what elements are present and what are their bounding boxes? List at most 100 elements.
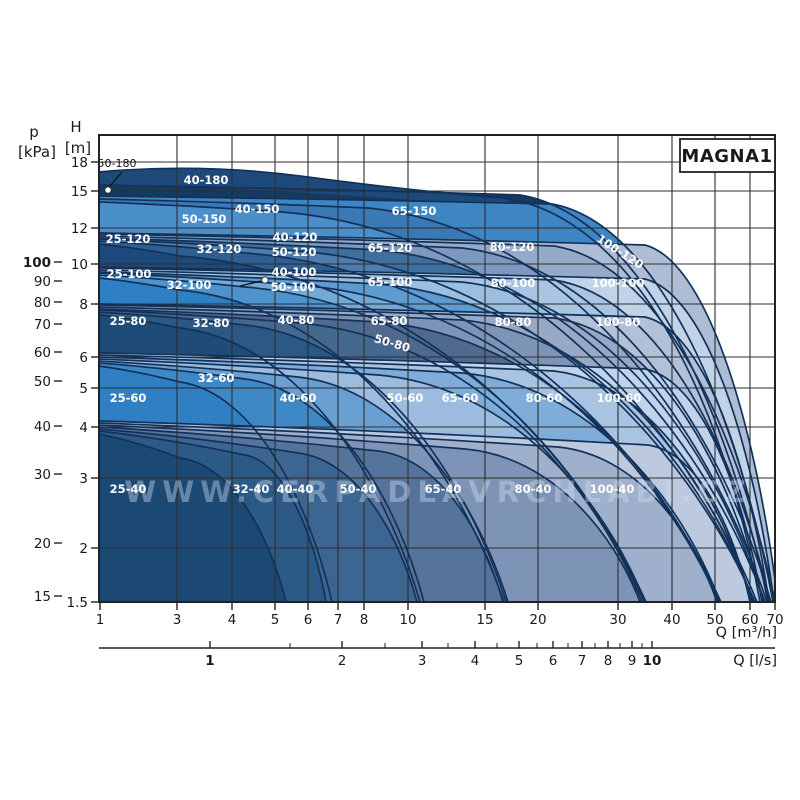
ls-axis-tick-label: 3 xyxy=(418,653,427,669)
region-label-40-80: 40-80 xyxy=(278,313,315,327)
callout-dot xyxy=(104,186,112,194)
region-label-40-150: 40-150 xyxy=(235,202,280,216)
pump-curve-65-60 xyxy=(100,356,721,601)
kpa-axis-tick-label: 80 xyxy=(34,295,51,311)
region-label-50-60: 50-60 xyxy=(387,391,424,405)
ls-axis-tick-label: 5 xyxy=(515,653,524,669)
flow-axis-unit-ls: Q [l/s] xyxy=(733,653,777,669)
kpa-axis-tick-label: 15 xyxy=(34,589,51,605)
region-label-25-80: 25-80 xyxy=(110,314,147,328)
pump-curve-25-60 xyxy=(100,365,333,601)
region-label-25-40: 25-40 xyxy=(110,482,147,496)
region-label-80-80: 80-80 xyxy=(495,315,532,329)
region-label-100-100: 100-100 xyxy=(592,276,645,290)
m3h-axis-tick-label: 70 xyxy=(766,612,783,628)
pump-curves-layer xyxy=(100,167,774,601)
pump-curve-40-80 xyxy=(100,309,643,601)
pump-curve-50-180 xyxy=(100,184,769,601)
region-25-40 xyxy=(100,434,286,601)
region-label-40-180: 40-180 xyxy=(184,173,229,187)
pump-curve-50-100 xyxy=(100,271,755,601)
ls-axis-tick-label: 4 xyxy=(471,653,480,669)
m3h-axis-tick-label: 8 xyxy=(360,612,369,628)
pump-curve-50-150 xyxy=(100,198,768,601)
h-axis-tick-label: 1.5 xyxy=(67,595,88,611)
kpa-axis-tick-label: 30 xyxy=(34,467,51,483)
m3h-axis-tick-label: 20 xyxy=(529,612,546,628)
pump-curve-80-120 xyxy=(100,233,774,601)
region-label-100-80: 100-80 xyxy=(596,315,641,329)
m3h-axis-tick-label: 1 xyxy=(96,612,105,628)
callout-line xyxy=(108,171,123,188)
region-label-25-100: 25-100 xyxy=(107,267,152,281)
pump-curve-50-40 xyxy=(100,426,504,601)
title-box: MAGNA1 xyxy=(679,138,776,173)
m3h-axis-tick-label: 50 xyxy=(706,612,723,628)
region-label-80-60: 80-60 xyxy=(526,391,563,405)
region-label-65-100: 65-100 xyxy=(368,275,413,289)
m3h-axis-tick-label: 6 xyxy=(304,612,313,628)
m3h-axis-tick-label: 7 xyxy=(334,612,343,628)
ls-axis-tick-label: 9 xyxy=(628,653,637,669)
pump-curve-65-80 xyxy=(100,306,754,601)
pressure-axis-unit: [kPa] xyxy=(18,143,56,161)
region-label-40-60: 40-60 xyxy=(280,391,317,405)
region-label-80-40: 80-40 xyxy=(515,482,552,496)
ls-axis-tick-label: 6 xyxy=(549,653,558,669)
h-axis-tick-label: 2 xyxy=(79,541,88,557)
title-box-frame xyxy=(679,138,776,173)
flow-axis-unit-m3h: Q [m³/h] xyxy=(716,625,777,641)
pump-curve-100-40 xyxy=(100,420,751,601)
region-label-65-60: 65-60 xyxy=(442,391,479,405)
pump-curve-65-100 xyxy=(100,269,765,601)
h-axis-tick-label: 3 xyxy=(79,471,88,487)
region-label-100-40: 100-40 xyxy=(590,482,635,496)
pump-curve-80-40 xyxy=(100,422,718,601)
pump-curve-50-120 xyxy=(100,237,766,601)
h-axis-tick-label: 15 xyxy=(71,184,88,200)
callout-line xyxy=(239,280,262,287)
pump-curve-32-60 xyxy=(100,362,425,601)
region-label-65-40: 65-40 xyxy=(425,482,462,496)
region-label-50-40: 50-40 xyxy=(340,482,377,496)
pump-curve-65-40 xyxy=(100,424,641,601)
pump-curve-100-100 xyxy=(100,266,774,601)
region-label-50-150: 50-150 xyxy=(182,212,227,226)
m3h-axis-tick-label: 40 xyxy=(663,612,680,628)
m3h-axis-tick-label: 15 xyxy=(476,612,493,628)
region-label-32-80: 32-80 xyxy=(193,316,230,330)
region-label-32-40: 32-40 xyxy=(233,482,270,496)
region-label-50-120: 50-120 xyxy=(272,245,317,259)
region-40-180 xyxy=(100,168,513,207)
m3h-axis-tick-label: 30 xyxy=(609,612,626,628)
kpa-axis-tick-label: 90 xyxy=(34,274,51,290)
region-label-25-120: 25-120 xyxy=(106,232,151,246)
ls-axis-tick-label: 10 xyxy=(643,653,662,669)
pump-curve-25-100 xyxy=(100,277,505,601)
head-axis-label: H xyxy=(70,118,81,136)
head-axis-unit: [m] xyxy=(65,139,91,157)
region-label-40-40: 40-40 xyxy=(277,482,314,496)
h-axis-tick-label: 12 xyxy=(71,221,88,237)
region-label-65-120: 65-120 xyxy=(368,241,413,255)
region-label-25-60: 25-60 xyxy=(110,391,147,405)
pump-curve-40-180 xyxy=(100,167,761,601)
ls-axis-tick-label: 7 xyxy=(578,653,587,669)
pump-curve-50-60 xyxy=(100,358,646,601)
ls-axis-tick-label: 8 xyxy=(604,653,613,669)
region-label-50-100: 50-100 xyxy=(271,280,316,294)
pump-curve-40-60 xyxy=(100,360,509,601)
region-label-32-120: 32-120 xyxy=(197,242,242,256)
region-label-40-120: 40-120 xyxy=(273,230,318,244)
pump-curve-40-100 xyxy=(100,272,720,601)
m3h-axis-tick-label: 10 xyxy=(399,612,416,628)
h-axis-tick-label: 18 xyxy=(71,155,88,171)
kpa-axis-tick-label: 20 xyxy=(34,536,51,552)
region-label-32-100: 32-100 xyxy=(167,278,212,292)
kpa-axis-tick-label: 100 xyxy=(23,255,51,271)
kpa-axis-tick-label: 70 xyxy=(34,317,51,333)
h-axis-tick-label: 4 xyxy=(79,420,88,436)
kpa-axis-tick-label: 60 xyxy=(34,345,51,361)
m3h-axis-tick-label: 5 xyxy=(271,612,280,628)
